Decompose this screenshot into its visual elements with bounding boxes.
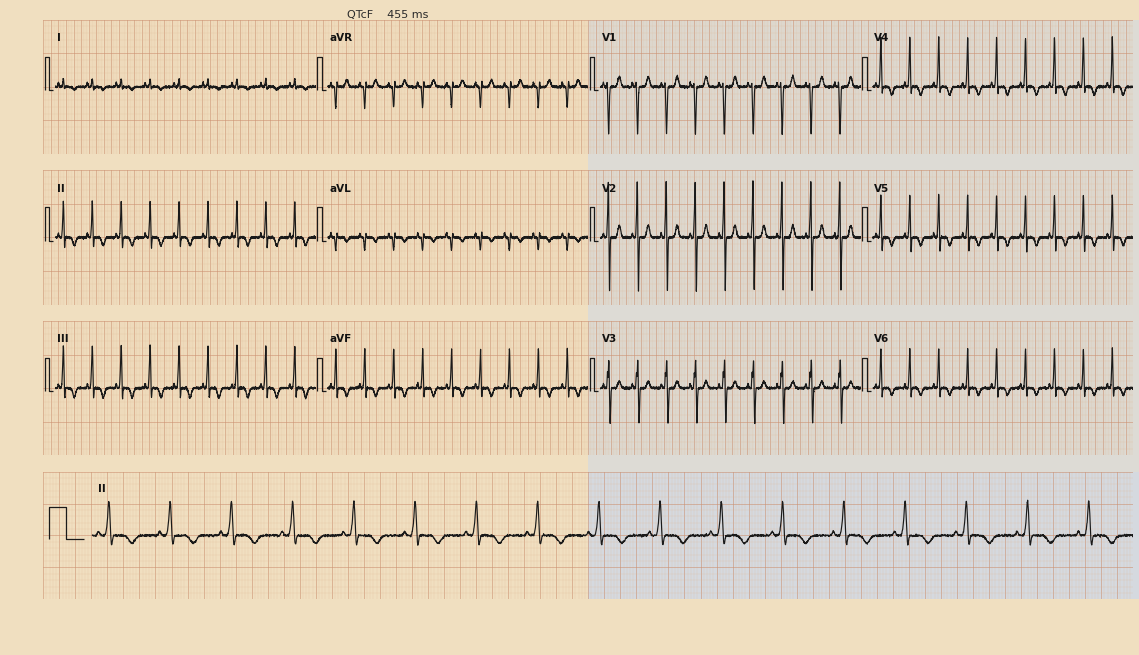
Text: aVR: aVR [329, 33, 353, 43]
Text: III: III [57, 334, 68, 345]
Text: II: II [57, 184, 65, 194]
Text: QTcF    455 ms: QTcF 455 ms [346, 10, 428, 20]
Text: V4: V4 [875, 33, 890, 43]
Text: I: I [57, 33, 60, 43]
Text: V1: V1 [601, 33, 617, 43]
Text: II: II [98, 485, 106, 495]
Text: V5: V5 [875, 184, 890, 194]
Text: V3: V3 [601, 334, 617, 345]
Text: aVL: aVL [329, 184, 351, 194]
Text: V2: V2 [601, 184, 617, 194]
Text: V6: V6 [875, 334, 890, 345]
Text: aVF: aVF [329, 334, 352, 345]
